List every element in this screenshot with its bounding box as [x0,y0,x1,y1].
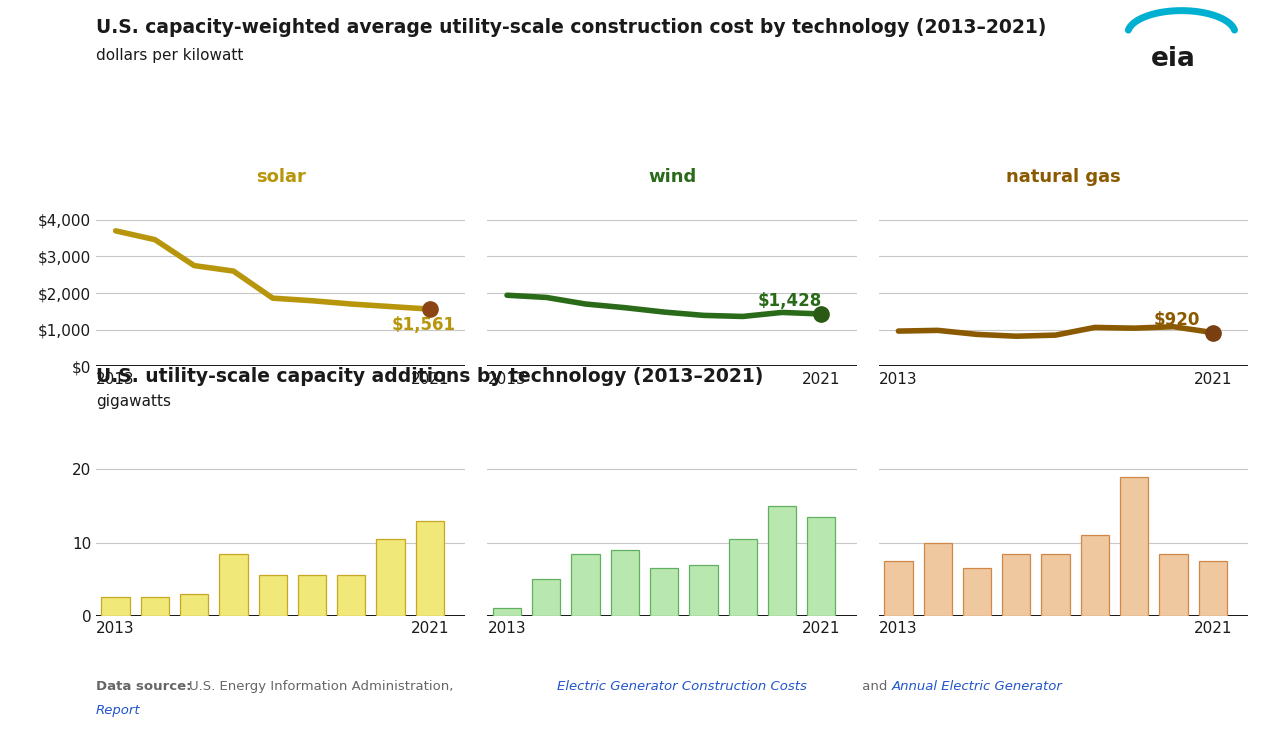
Bar [808,517,836,616]
Bar [963,568,991,616]
Text: U.S. utility-scale capacity additions by technology (2013–2021): U.S. utility-scale capacity additions by… [96,366,763,386]
Bar [1120,476,1148,616]
Bar [1042,553,1070,616]
Bar [1002,553,1030,616]
Text: dollars per kilowatt: dollars per kilowatt [96,48,243,62]
Bar [493,608,521,616]
Bar [1198,561,1226,616]
Text: $920: $920 [1155,311,1201,329]
Text: and: and [858,679,891,693]
Bar [141,597,169,616]
Text: U.S. capacity-weighted average utility-scale construction cost by technology (20: U.S. capacity-weighted average utility-s… [96,18,1046,37]
Bar [884,561,913,616]
Bar [219,553,247,616]
Bar [376,539,404,616]
Text: U.S. Energy Information Administration,: U.S. Energy Information Administration, [189,679,458,693]
Bar [180,594,209,616]
Text: natural gas: natural gas [1006,168,1121,186]
Bar [728,539,756,616]
Bar [571,553,600,616]
Bar [337,575,366,616]
Bar [611,550,639,616]
Text: eia: eia [1151,46,1197,72]
Bar [690,564,718,616]
Text: $1,428: $1,428 [758,292,822,309]
Bar [1080,535,1108,616]
Bar [298,575,326,616]
Bar [650,568,678,616]
Bar [101,597,129,616]
Text: $1,561: $1,561 [392,316,456,334]
Text: Data source:: Data source: [96,679,196,693]
Bar [416,520,444,616]
Bar [532,579,561,616]
Text: wind: wind [648,168,696,186]
Bar [259,575,287,616]
Text: Electric Generator Construction Costs: Electric Generator Construction Costs [557,679,806,693]
Bar [1160,553,1188,616]
Text: solar: solar [256,168,306,186]
Text: Report: Report [96,704,141,717]
Bar [924,542,952,616]
Text: Annual Electric Generator: Annual Electric Generator [892,679,1062,693]
Bar [768,506,796,616]
Text: gigawatts: gigawatts [96,394,172,409]
